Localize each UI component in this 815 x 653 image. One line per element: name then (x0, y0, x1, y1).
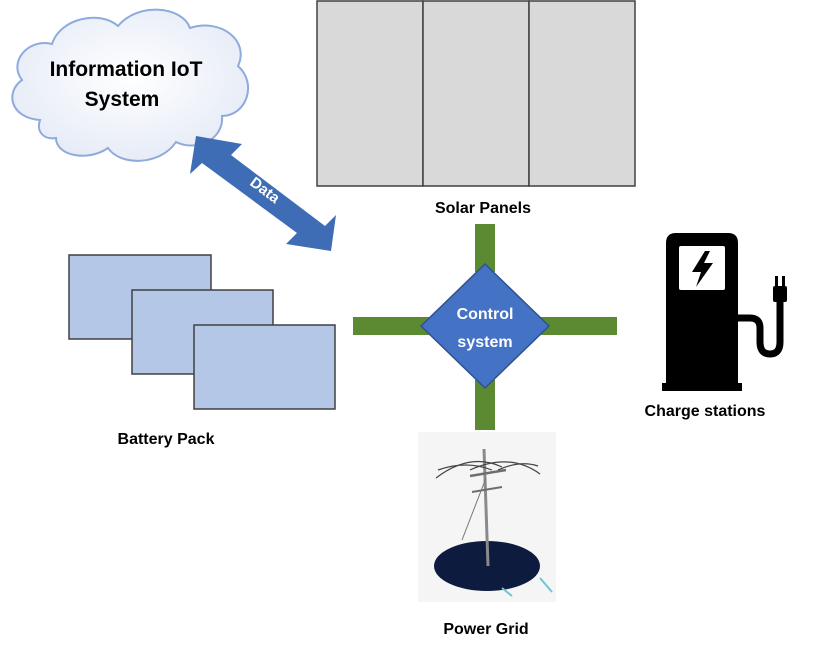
cloud-shape (11, 8, 249, 162)
connector-bottom (475, 380, 495, 430)
connectors (353, 224, 617, 430)
iot-cloud: Information IoT System (11, 8, 249, 162)
charge-station: Charge stations (645, 233, 787, 420)
battery-cell-3 (193, 324, 336, 410)
cloud-label-line1: Information IoT (50, 58, 203, 81)
connector-left (353, 317, 433, 335)
control-label-line2: system (457, 334, 512, 351)
battery-pack-label: Battery Pack (118, 431, 215, 448)
control-system: Control system (419, 262, 551, 390)
data-arrow: Data (190, 136, 336, 251)
control-diamond (419, 262, 551, 390)
utility-pole-icon (434, 448, 553, 597)
solar-panel-3 (528, 0, 636, 187)
battery-pack: Battery Pack (68, 254, 336, 448)
power-grid: Power Grid (418, 432, 556, 638)
connector-right (537, 317, 617, 335)
double-arrow-shape (190, 136, 336, 251)
solar-panel-2 (422, 0, 530, 187)
control-label-line1: Control (457, 306, 514, 323)
solar-panels-label: Solar Panels (435, 200, 531, 217)
connector-top (475, 224, 495, 272)
solar-panels: Solar Panels (316, 0, 636, 217)
solar-panel-1 (316, 0, 424, 187)
cloud-label-line2: System (85, 88, 160, 111)
ev-charger-icon (662, 233, 787, 391)
power-grid-label: Power Grid (443, 621, 528, 638)
charge-stations-label: Charge stations (645, 403, 766, 420)
